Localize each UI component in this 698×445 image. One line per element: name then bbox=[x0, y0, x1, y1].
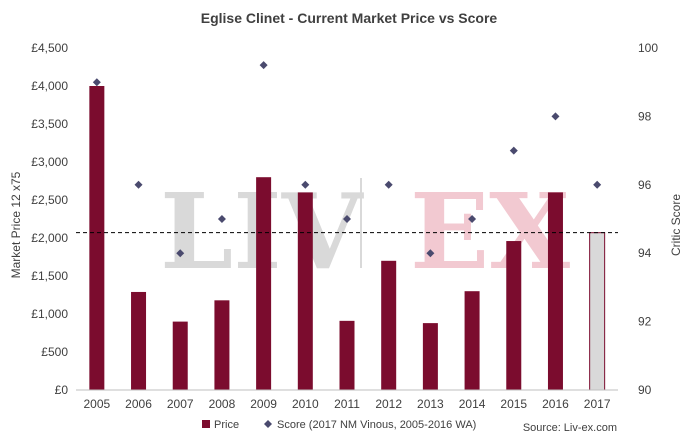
y2-axis: 90 92 94 96 98 100 bbox=[638, 41, 658, 397]
x-tick-label: 2014 bbox=[459, 397, 486, 411]
score-marker-2005 bbox=[92, 78, 101, 87]
bar-2014 bbox=[464, 291, 480, 390]
x-tick-label: 2011 bbox=[334, 397, 360, 411]
y2-tick-label: 100 bbox=[638, 41, 658, 55]
y2-tick-label: 96 bbox=[638, 178, 652, 192]
x-tick-label: 2006 bbox=[125, 397, 152, 411]
y-tick-label: £4,000 bbox=[31, 79, 68, 93]
bar-2013 bbox=[422, 323, 438, 390]
legend: Price Score (2017 NM Vinous, 2005-2016 W… bbox=[202, 419, 476, 431]
x-tick-label: 2005 bbox=[83, 397, 110, 411]
y-tick-label: £1,500 bbox=[31, 269, 68, 283]
score-marker-2011 bbox=[343, 215, 351, 223]
score-marker-2015 bbox=[509, 146, 518, 155]
score-marker-2016 bbox=[551, 112, 560, 121]
x-tick-label: 2007 bbox=[167, 397, 194, 411]
y-tick-label: £3,000 bbox=[31, 155, 68, 169]
bar-2017 bbox=[589, 232, 606, 391]
score-marker-2017 bbox=[593, 180, 602, 189]
y2-tick-label: 94 bbox=[638, 246, 652, 260]
bar-2010 bbox=[297, 192, 313, 390]
y-tick-label: £3,500 bbox=[31, 117, 68, 131]
legend-price-label: Price bbox=[214, 419, 239, 431]
score-marker-2007 bbox=[176, 249, 185, 258]
bar-series bbox=[89, 86, 606, 391]
legend-score-label: Score (2017 NM Vinous, 2005-2016 WA) bbox=[277, 419, 476, 431]
bar-2007 bbox=[172, 321, 188, 390]
score-marker-2008 bbox=[217, 215, 226, 223]
x-tick-label: 2017 bbox=[584, 397, 611, 411]
x-tick-label: 2016 bbox=[542, 397, 569, 411]
x-tick-label: 2008 bbox=[209, 397, 236, 411]
y-axis-title: Market Price 12 x75 bbox=[9, 171, 23, 278]
x-tick-label: 2012 bbox=[375, 397, 402, 411]
y-tick-label: £4,500 bbox=[31, 41, 68, 55]
score-marker-2014 bbox=[468, 215, 477, 223]
y-axis: £0 £500 £1,000 £1,500 £2,000 £2,500 £3,000 £3,5… bbox=[31, 41, 68, 397]
source-note: Source: Liv-ex.com bbox=[523, 422, 617, 434]
watermark-right-text: EX bbox=[410, 170, 570, 293]
score-marker-2009 bbox=[259, 61, 268, 70]
score-marker-2012 bbox=[384, 180, 393, 189]
y-tick-label: £2,000 bbox=[31, 231, 68, 245]
x-tick-label: 2015 bbox=[500, 397, 527, 411]
bar-2005 bbox=[89, 86, 105, 390]
y2-axis-title: Critic Score bbox=[669, 194, 683, 256]
bar-2016 bbox=[547, 192, 563, 390]
chart-title: Eglise Clinet - Current Market Price vs … bbox=[201, 10, 498, 26]
score-marker-2013 bbox=[426, 249, 435, 258]
y-tick-label: £500 bbox=[41, 345, 68, 359]
bar-2008 bbox=[214, 300, 230, 390]
x-axis: 2005 2006 2007 2008 2009 2010 2011 2012 2013 2014… bbox=[83, 397, 610, 411]
bar-2009 bbox=[256, 177, 272, 390]
y-tick-label: £0 bbox=[55, 383, 69, 397]
x-tick-label: 2009 bbox=[250, 397, 277, 411]
score-marker-2010 bbox=[301, 180, 310, 189]
x-tick-label: 2010 bbox=[292, 397, 319, 411]
score-marker-2006 bbox=[134, 180, 143, 189]
bar-2006 bbox=[131, 291, 147, 390]
legend-score-marker bbox=[264, 420, 272, 428]
y-tick-label: £2,500 bbox=[31, 193, 68, 207]
y2-tick-label: 92 bbox=[638, 315, 652, 329]
y-tick-label: £1,000 bbox=[31, 307, 68, 321]
y2-tick-label: 90 bbox=[638, 383, 652, 397]
bar-2011 bbox=[339, 320, 355, 390]
score-series bbox=[92, 61, 602, 258]
y2-tick-label: 98 bbox=[638, 109, 652, 123]
bar-2015 bbox=[506, 241, 522, 390]
bar-2012 bbox=[381, 260, 397, 390]
legend-price-swatch bbox=[202, 420, 210, 428]
x-tick-label: 2013 bbox=[417, 397, 444, 411]
